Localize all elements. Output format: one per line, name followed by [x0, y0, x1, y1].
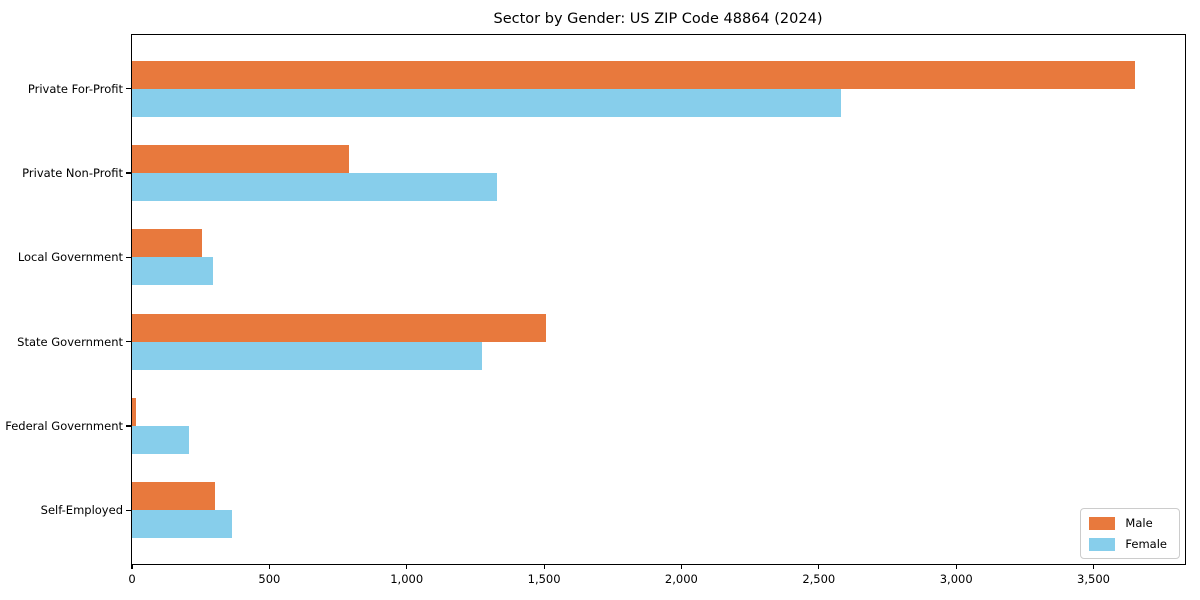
- bar-female-2: [132, 257, 213, 286]
- y-tick-label-3: State Government: [17, 334, 123, 349]
- y-tick-3: [126, 341, 131, 343]
- bar-male-5: [132, 482, 215, 511]
- x-tick-3: [543, 564, 545, 569]
- y-tick-0: [126, 88, 131, 90]
- bar-female-3: [132, 341, 483, 370]
- x-tick-0: [131, 564, 133, 569]
- bar-male-0: [132, 60, 1135, 89]
- legend-label-female: Female: [1125, 537, 1167, 551]
- chart-title: Sector by Gender: US ZIP Code 48864 (202…: [493, 11, 823, 27]
- x-tick-label-1: 500: [258, 572, 281, 586]
- plot-area: Private For-Profit Private Non-Profit Loca…: [5, 34, 1186, 586]
- bar-male-1: [132, 145, 349, 173]
- x-tick-7: [1092, 564, 1095, 569]
- legend: Male Female: [1080, 508, 1180, 559]
- y-tick-label-1: Private Non-Profit: [22, 166, 123, 180]
- x-tick-2: [406, 564, 408, 569]
- y-tick-label-4: Federal Government: [5, 419, 123, 433]
- x-tick-label-7: 3,500: [1077, 572, 1110, 586]
- bar-male-2: [132, 229, 203, 258]
- x-tick-5: [818, 564, 820, 569]
- bar-female-0: [132, 88, 841, 117]
- x-tick-label-2: 1,000: [390, 572, 424, 586]
- bar-female-5: [132, 510, 232, 539]
- legend-swatch-male: [1089, 516, 1116, 530]
- legend-swatch-female: [1089, 537, 1116, 551]
- y-tick-1: [126, 172, 131, 174]
- y-tick-label-0: Private For-Profit: [27, 81, 123, 96]
- x-tick-label-3: 1,500: [527, 572, 561, 586]
- y-tick-4: [126, 425, 131, 427]
- x-tick-label-4: 2,000: [664, 572, 698, 586]
- y-tick-label-2: Local Government: [17, 250, 123, 265]
- y-tick-2: [126, 256, 131, 258]
- y-tick-5: [126, 509, 131, 511]
- legend-entry-male: Male: [1089, 516, 1167, 530]
- bar-male-4: [132, 398, 136, 426]
- bar-male-3: [132, 313, 546, 342]
- x-tick-4: [680, 564, 682, 569]
- x-tick-label-6: 3,000: [939, 572, 973, 586]
- bar-female-1: [132, 173, 498, 201]
- x-tick-label-5: 2,500: [802, 572, 836, 586]
- legend-label-male: Male: [1125, 516, 1153, 530]
- legend-entry-female: Female: [1089, 537, 1167, 551]
- y-tick-label-5: Self-Employed: [40, 503, 123, 518]
- x-tick-6: [955, 564, 957, 569]
- x-tick-1: [268, 564, 270, 569]
- bar-female-4: [132, 426, 189, 454]
- x-tick-label-0: 0: [128, 572, 136, 586]
